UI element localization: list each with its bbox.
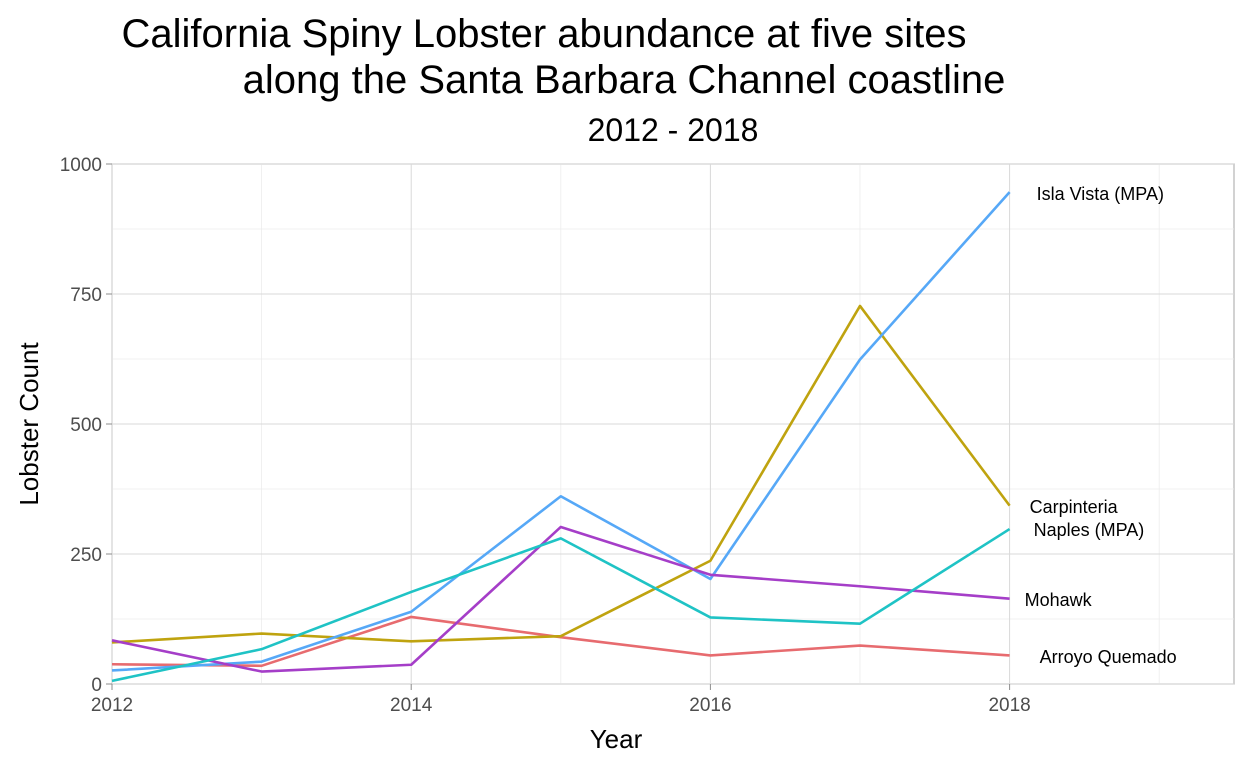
chart-title-line-1: California Spiny Lobster abundance at fi… — [121, 12, 967, 56]
x-tick-label: 2014 — [390, 695, 433, 716]
x-tick-label: 2016 — [689, 695, 731, 716]
series-label: Carpinteria — [1030, 497, 1119, 517]
series-line-naples-mpa — [111, 527, 1011, 683]
series-label: Arroyo Quemado — [1040, 647, 1177, 667]
y-tick-label: 500 — [70, 415, 102, 436]
series-label: Isla Vista (MPA) — [1037, 184, 1164, 204]
chart-subtitle: 2012 - 2018 — [587, 112, 759, 148]
x-tick-label: 2012 — [91, 695, 133, 716]
series-line-carpinteria — [111, 304, 1011, 644]
series-labels: Arroyo Quemado Carpinteria Isla Vista (MPA… — [1025, 184, 1177, 667]
series-label: Mohawk — [1025, 590, 1093, 610]
axes: 2012 2014 2016 2018 0 250 500 750 1000 — [60, 155, 1031, 716]
y-tick-label: 250 — [70, 545, 102, 566]
y-tick-label: 0 — [91, 675, 102, 696]
series-line-isla-vista-mpa — [111, 191, 1011, 672]
chart-title-line-2: along the Santa Barbara Channel coastlin… — [242, 58, 1006, 102]
series-label: Naples (MPA) — [1034, 520, 1145, 540]
x-axis-title: Year — [590, 724, 643, 754]
series-line-mohawk — [111, 525, 1010, 673]
y-tick-label: 1000 — [60, 155, 102, 176]
y-axis-title: Lobster Count — [14, 342, 44, 506]
series-lines — [111, 191, 1011, 683]
x-tick-label: 2018 — [988, 695, 1030, 716]
y-tick-label: 750 — [70, 285, 102, 306]
